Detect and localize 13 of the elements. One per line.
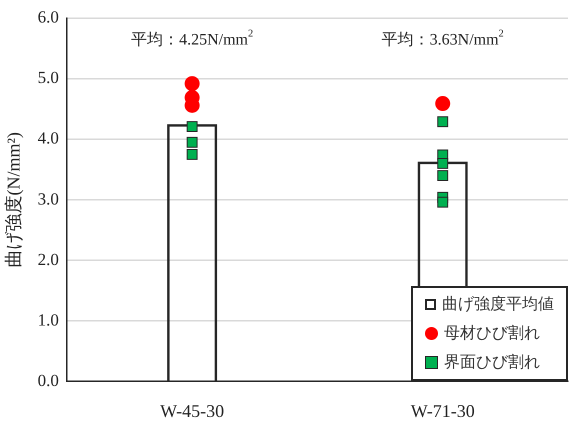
y-axis-title: 曲げ強度(N/mm²) [4,132,24,268]
y-tick-label: 6.0 [38,8,59,27]
x-tick-label: W-45-30 [160,400,224,421]
y-tick-label: 1.0 [38,310,59,330]
y-tick-label: 0.0 [38,370,59,390]
y-tick-label: 3.0 [38,189,59,208]
y-tick-label: 4.0 [38,128,59,148]
y-tick-label: 5.0 [38,68,59,88]
y-tick-label: 2.0 [38,250,59,269]
legend-label: 界面ひび割れ [444,352,540,373]
legend-label: 曲げ強度平均値 [442,294,554,315]
x-tick-label: W-71-30 [410,400,475,421]
legend-label: 母材ひび割れ [444,324,540,344]
